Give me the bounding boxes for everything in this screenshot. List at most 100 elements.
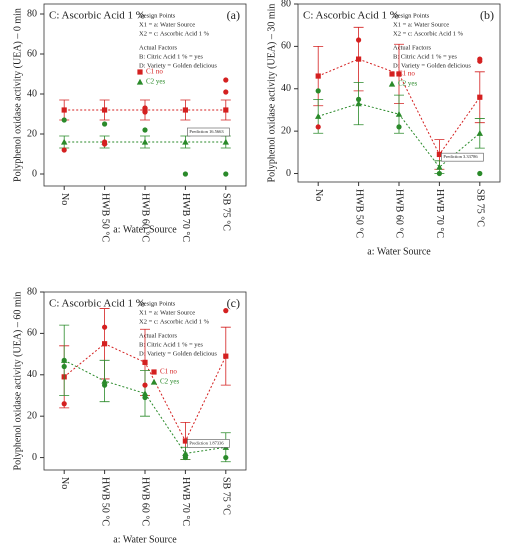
y-tick-label: 60 — [27, 48, 37, 59]
legend-label: C2 yes — [160, 378, 180, 386]
annotation-box — [187, 439, 230, 448]
mean-marker — [102, 107, 108, 113]
design-point — [142, 109, 148, 115]
mean-marker — [61, 138, 68, 145]
x-axis-label: a: Water Source — [367, 246, 431, 257]
y-tick-label: 60 — [281, 41, 291, 52]
annotation-box — [187, 127, 230, 137]
note: D: Variety = Golden delicious — [139, 350, 217, 357]
x-axis-label: a: Water Source — [113, 224, 177, 235]
mean-marker — [223, 107, 229, 113]
mean-marker — [223, 353, 229, 359]
design-point — [102, 382, 108, 388]
design-point — [61, 147, 67, 153]
annotation-box — [441, 152, 484, 162]
note: X2 = c: Ascorbic Acid 1 % — [393, 30, 464, 37]
note: X2 = c: Ascorbic Acid 1 % — [139, 30, 210, 37]
legend-label: C1 no — [146, 68, 163, 76]
design-point — [356, 96, 362, 102]
x-tick-label: HWB 60 °C — [140, 193, 151, 242]
note: B: Citric Acid 1 % = yes — [393, 53, 457, 60]
design-point — [223, 308, 229, 314]
panel-title: C: Ascorbic Acid 1 % — [49, 10, 145, 22]
mean-marker — [395, 110, 403, 117]
mean-marker — [436, 163, 443, 170]
design-point — [223, 454, 229, 461]
x-tick-label: No — [59, 193, 70, 205]
mean-marker — [142, 359, 148, 365]
design-point — [477, 58, 483, 64]
y-axis-label: Polyphenol oxidase activity (UEA) – 30 m… — [266, 4, 277, 183]
x-tick-label: HWB 50 °C — [99, 193, 110, 242]
note: X2 = c: Ascorbic Acid 1 % — [139, 318, 210, 325]
design-point — [142, 394, 148, 401]
y-tick-label: 20 — [281, 125, 291, 136]
legend-marker — [136, 78, 144, 85]
mean-marker — [356, 56, 362, 62]
x-tick-label: HWB 70 °C — [180, 193, 191, 242]
note: X1 = a: Water Source — [139, 309, 195, 316]
design-point — [223, 77, 229, 83]
x-tick-label: HWB 70 °C — [180, 477, 191, 526]
note: Actual Factors — [139, 332, 178, 339]
panel-label: (c) — [227, 296, 240, 310]
x-tick-label: HWB 60 °C — [394, 189, 405, 238]
legend-label: C2 yes — [146, 78, 166, 86]
panel-label: (b) — [480, 8, 494, 22]
x-tick-label: SB 75 °C — [475, 189, 486, 227]
design-point — [142, 127, 148, 133]
legend-label: C1 no — [398, 70, 415, 78]
design-point — [356, 37, 362, 43]
design-point — [61, 401, 67, 407]
design-point — [102, 324, 108, 330]
y-tick-label: 40 — [281, 83, 291, 94]
legend-marker — [389, 71, 395, 77]
mean-marker — [182, 138, 189, 145]
design-point — [396, 124, 402, 130]
mean-marker — [101, 377, 108, 384]
mean-marker — [61, 107, 67, 113]
design-point — [182, 171, 188, 177]
panel-title: C: Ascorbic Acid 1 % — [303, 10, 399, 22]
note: B: Citric Acid 1 % = yes — [139, 341, 203, 348]
y-tick-label: 40 — [27, 88, 37, 99]
note: Design Points — [139, 300, 176, 307]
x-tick-label: No — [313, 189, 324, 201]
design-point — [223, 171, 229, 177]
note: Actual Factors — [139, 44, 178, 51]
panel-label: (a) — [227, 8, 240, 22]
y-tick-label: 0 — [286, 168, 291, 179]
legend-label: C2 yes — [398, 80, 418, 88]
y-tick-label: 60 — [27, 328, 37, 339]
design-point — [315, 88, 321, 94]
x-tick-label: No — [59, 477, 70, 489]
note: D: Variety = Golden delicious — [139, 62, 217, 69]
design-point — [477, 170, 483, 177]
series-line — [318, 58, 481, 156]
mean-marker — [477, 94, 483, 100]
y-axis-label: Polyphenol oxidase activity (UEA) – 0 mi… — [12, 8, 23, 182]
y-tick-label: 80 — [27, 286, 37, 297]
design-point — [61, 363, 67, 370]
note: D: Variety = Golden delicious — [393, 62, 471, 69]
mean-marker — [315, 113, 322, 119]
mean-marker — [182, 107, 188, 113]
design-point — [61, 357, 67, 363]
y-tick-label: 20 — [27, 410, 37, 421]
mean-marker — [141, 390, 149, 397]
mean-marker — [222, 138, 229, 145]
y-tick-label: 80 — [27, 8, 37, 19]
legend-marker — [151, 369, 157, 375]
mean-marker — [182, 438, 188, 444]
design-point — [61, 117, 67, 123]
mean-marker — [355, 100, 362, 107]
annotation: Prediction 3.33786 — [443, 154, 478, 159]
note: Actual Factors — [393, 44, 432, 51]
note: X1 = a: Water Source — [393, 21, 449, 28]
legend-marker — [137, 69, 143, 75]
mean-marker — [315, 73, 321, 79]
annotation: Prediction 1.87336 — [189, 440, 224, 445]
x-tick-label: SB 75 °C — [221, 193, 232, 231]
mean-marker — [436, 151, 442, 158]
